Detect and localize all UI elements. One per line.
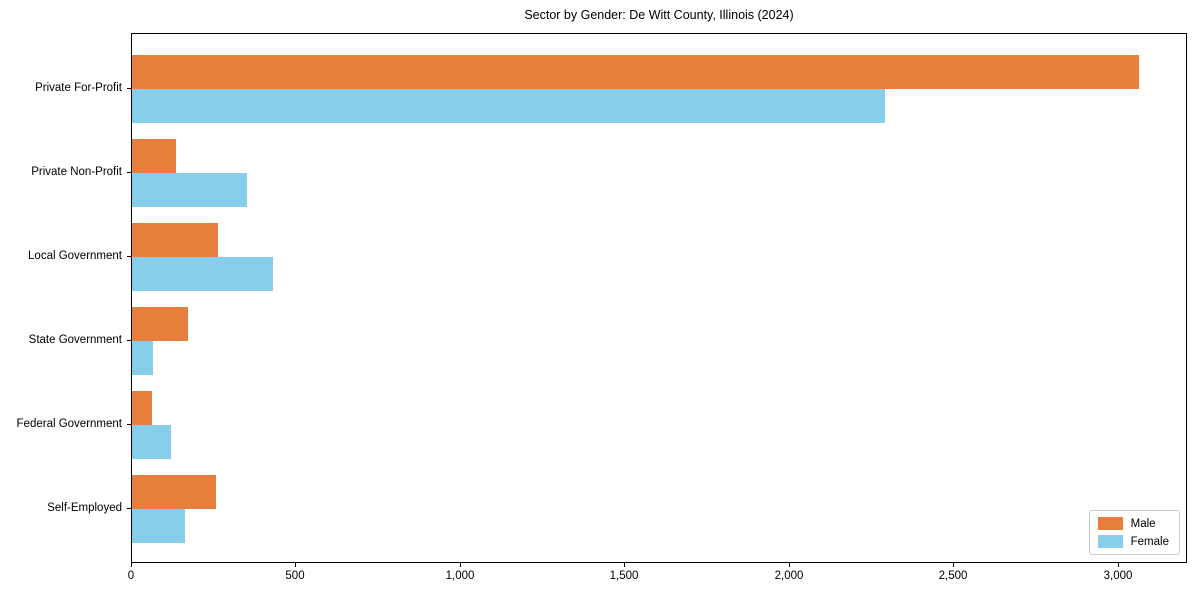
- bar-female-state-government: [132, 341, 153, 375]
- bar-male-local-government: [132, 223, 218, 257]
- y-axis-tick-mark: [127, 508, 131, 509]
- plot-area: Male Female: [131, 33, 1187, 563]
- y-axis-label-local-government: Local Government: [28, 250, 122, 262]
- legend-item-male: Male: [1097, 517, 1169, 530]
- y-axis-label-self-employed: Self-Employed: [47, 502, 122, 514]
- x-axis-tick-label: 0: [127, 570, 135, 582]
- x-axis-tick-mark: [789, 563, 790, 567]
- x-axis-tick-mark: [624, 563, 625, 567]
- bar-female-local-government: [132, 257, 273, 291]
- x-axis-tick-mark: [295, 563, 296, 567]
- x-axis-tick-label: 1,500: [609, 570, 639, 582]
- y-axis-label-state-government: State Government: [28, 334, 122, 346]
- bar-female-self-employed: [132, 509, 185, 543]
- x-axis-tick-mark: [460, 563, 461, 567]
- x-axis-tick-label: 1,000: [445, 570, 475, 582]
- legend-label-female: Female: [1130, 535, 1169, 548]
- bar-male-private-for-profit: [132, 55, 1139, 89]
- legend-label-male: Male: [1130, 517, 1156, 530]
- y-axis-label-federal-government: Federal Government: [16, 418, 122, 430]
- y-axis-tick-mark: [127, 340, 131, 341]
- bar-female-private-non-profit: [132, 173, 247, 207]
- y-axis-tick-mark: [127, 172, 131, 173]
- x-axis-tick-label: 2,000: [774, 570, 804, 582]
- bar-female-private-for-profit: [132, 89, 885, 123]
- bar-male-federal-government: [132, 391, 152, 425]
- bar-female-federal-government: [132, 425, 171, 459]
- y-axis-label-private-for-profit: Private For-Profit: [35, 82, 122, 94]
- x-axis-tick-label: 3,000: [1103, 570, 1133, 582]
- x-axis-tick-mark: [1118, 563, 1119, 567]
- legend-item-female: Female: [1097, 535, 1169, 548]
- legend-swatch-female: [1097, 535, 1123, 548]
- x-axis-tick-label: 500: [285, 570, 305, 582]
- x-axis-tick-label: 2,500: [938, 570, 968, 582]
- y-axis-tick-mark: [127, 424, 131, 425]
- y-axis-label-private-non-profit: Private Non-Profit: [31, 166, 122, 178]
- legend: Male Female: [1088, 510, 1180, 555]
- bar-male-self-employed: [132, 475, 216, 509]
- bar-male-state-government: [132, 307, 188, 341]
- chart-title: Sector by Gender: De Witt County, Illino…: [524, 8, 794, 22]
- y-axis-tick-mark: [127, 88, 131, 89]
- y-axis-tick-mark: [127, 256, 131, 257]
- x-axis-tick-mark: [953, 563, 954, 567]
- bar-male-private-non-profit: [132, 139, 176, 173]
- x-axis-tick-mark: [131, 563, 132, 567]
- legend-swatch-male: [1097, 517, 1123, 530]
